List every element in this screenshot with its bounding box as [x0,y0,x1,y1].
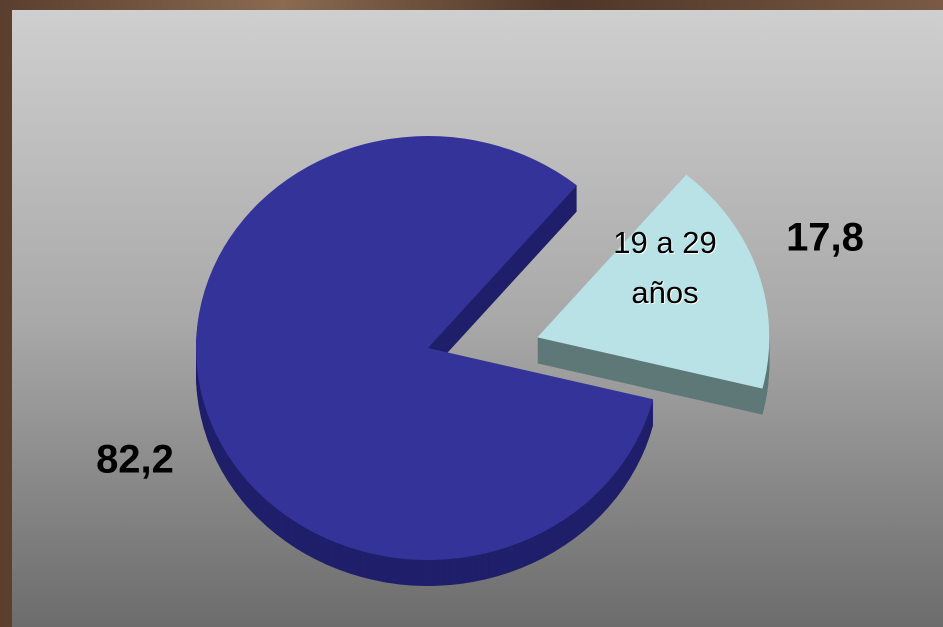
value-label: 17,8 [786,216,864,260]
slice-label: 19 a 29 años [613,225,717,310]
value-label: 82,2 [96,438,174,482]
slice [537,174,770,389]
slice [195,135,654,561]
